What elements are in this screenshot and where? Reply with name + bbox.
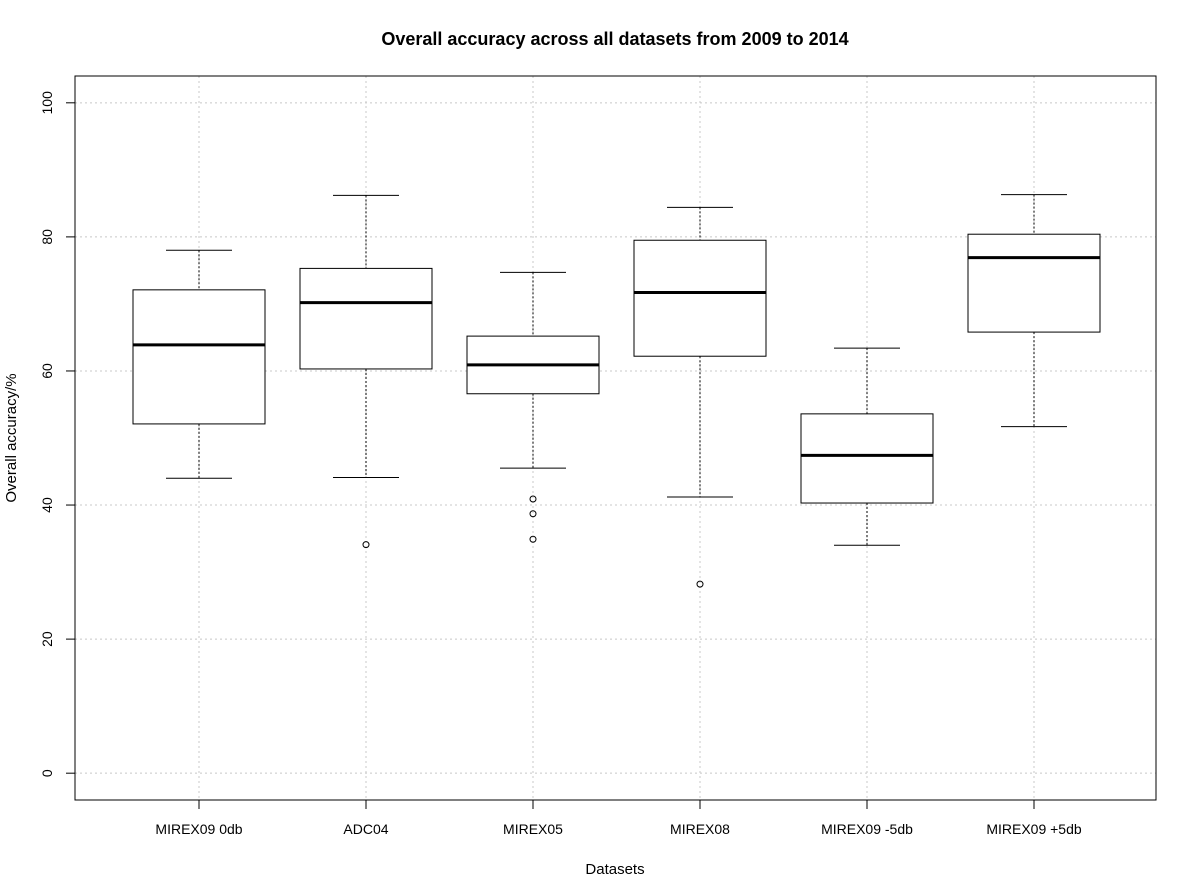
y-tick-label: 100 <box>39 91 55 115</box>
box-mirex09-0db <box>132 249 266 479</box>
box-adc04 <box>299 194 433 549</box>
y-tick-label: 0 <box>39 769 55 777</box>
x-tick-label: MIREX05 <box>503 821 563 837</box>
outlier-point <box>529 510 537 518</box>
outlier-point <box>362 541 370 549</box>
boxes <box>132 194 1101 588</box>
iqr-box <box>633 239 767 357</box>
y-tick-label: 80 <box>39 229 55 245</box>
x-tick-label: ADC04 <box>343 821 388 837</box>
outlier-point <box>696 580 704 588</box>
iqr-box <box>967 233 1101 333</box>
y-tick-label: 20 <box>39 631 55 647</box>
outlier-point <box>529 535 537 543</box>
x-tick-label: MIREX09 -5db <box>821 821 913 837</box>
iqr-box <box>299 267 433 370</box>
iqr-box <box>800 413 934 504</box>
y-axis-label: Overall accuracy/% <box>3 373 20 502</box>
grid <box>75 76 1156 800</box>
y-tick-label: 40 <box>39 497 55 513</box>
x-tick-label: MIREX08 <box>670 821 730 837</box>
y-tick-label: 60 <box>39 363 55 379</box>
box-mirex05 <box>466 271 600 543</box>
chart-title: Overall accuracy across all datasets fro… <box>381 29 848 49</box>
box-mirex09-5db <box>800 347 934 546</box>
outlier-point <box>529 495 537 503</box>
x-tick-label: MIREX09 0db <box>155 821 242 837</box>
x-axis-label: Datasets <box>585 861 644 878</box>
box-mirex09-5db <box>967 194 1101 428</box>
iqr-box <box>132 289 266 425</box>
x-tick-label: MIREX09 +5db <box>986 821 1082 837</box>
box-mirex08 <box>633 206 767 588</box>
plot-frame <box>74 75 1157 801</box>
axes: 0 20 40 60 80 100 MIREX09 0db ADC04 MIREX05 MIREX… <box>39 91 1082 837</box>
